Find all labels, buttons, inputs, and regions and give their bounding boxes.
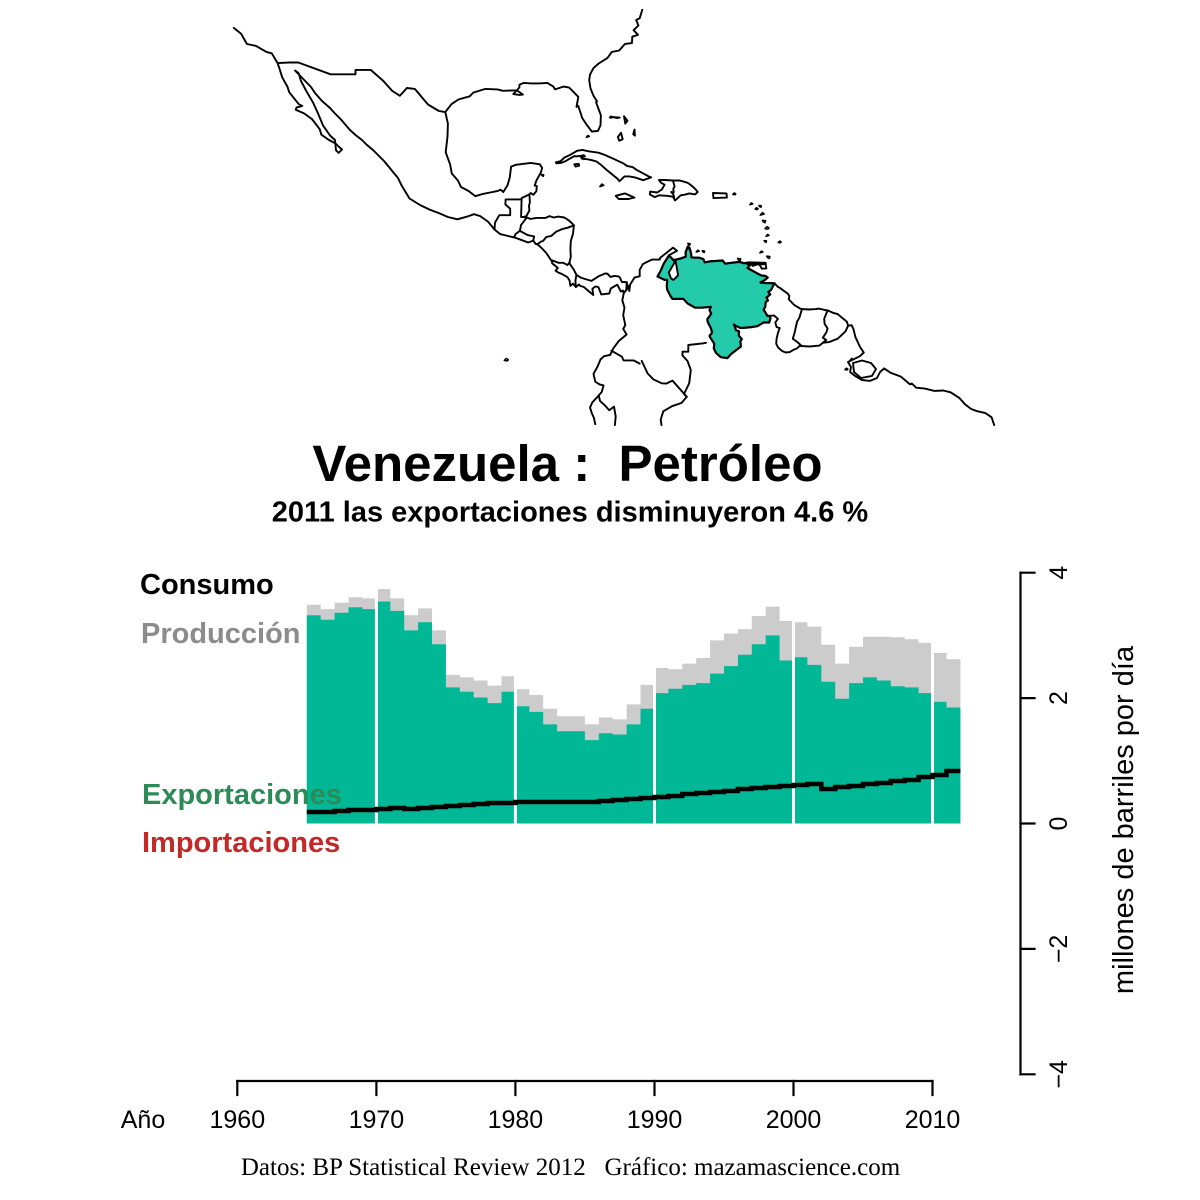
svg-text:2000: 2000: [766, 1106, 822, 1134]
svg-text:Datos: BP Statistical Review 2: Datos: BP Statistical Review 2012 Gráfic…: [241, 1154, 901, 1181]
svg-text:2: 2: [1045, 691, 1073, 705]
svg-text:1990: 1990: [627, 1106, 683, 1134]
svg-text:Exportaciones: Exportaciones: [142, 779, 342, 811]
svg-text:−2: −2: [1045, 935, 1073, 964]
svg-text:2011 las exportaciones disminu: 2011 las exportaciones disminuyeron 4.6 …: [272, 497, 869, 529]
svg-text:1960: 1960: [209, 1106, 265, 1134]
svg-text:2010: 2010: [905, 1106, 961, 1134]
svg-text:Producción: Producción: [141, 618, 301, 650]
svg-text:millones de barriles por día: millones de barriles por día: [1108, 645, 1140, 994]
svg-text:1980: 1980: [488, 1106, 544, 1134]
svg-text:−4: −4: [1045, 1060, 1073, 1089]
svg-text:Venezuela : Petróleo: Venezuela : Petróleo: [312, 435, 822, 492]
svg-text:Consumo: Consumo: [140, 569, 274, 601]
svg-text:Año: Año: [121, 1106, 165, 1134]
svg-text:Importaciones: Importaciones: [142, 827, 340, 859]
svg-text:1970: 1970: [349, 1106, 405, 1134]
svg-text:4: 4: [1045, 566, 1073, 580]
svg-text:0: 0: [1045, 817, 1073, 831]
